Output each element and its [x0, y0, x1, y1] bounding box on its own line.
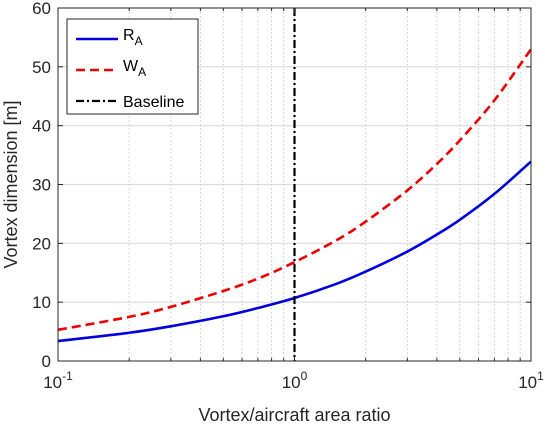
legend-label-w-a: WA — [123, 58, 146, 79]
legend-label-w-a-main: W — [123, 58, 139, 75]
y-tick-label: 20 — [32, 234, 51, 253]
series-line-r-a — [57, 160, 532, 343]
series-layer — [57, 8, 533, 361]
legend-box — [66, 18, 199, 115]
legend-label-r-a: RA — [123, 27, 143, 48]
legend: RA WA Baseline — [66, 18, 199, 115]
legend-label-r-a-sub: A — [135, 34, 143, 48]
legend-entry-w-a: WA — [76, 58, 146, 79]
x-tick-label: 10-1 — [43, 369, 73, 392]
y-tick-label: 10 — [32, 293, 51, 312]
y-tick-label: 0 — [42, 352, 51, 371]
legend-entry-r-a: RA — [76, 27, 143, 48]
legend-entry-baseline: Baseline — [76, 94, 184, 111]
x-tick-label: 100 — [282, 369, 308, 392]
y-tick-label: 50 — [32, 58, 51, 77]
y-axis-label: Vortex dimension [m] — [1, 100, 21, 268]
y-tick-label: 40 — [32, 117, 51, 136]
y-tick-label: 30 — [32, 176, 51, 195]
tick-labels: 0 10 20 30 40 50 60 10-1 100 101 — [32, 0, 544, 392]
legend-label-w-a-sub: A — [138, 65, 146, 79]
legend-label-r-a-main: R — [123, 27, 135, 44]
series-line-w-a — [57, 48, 533, 332]
x-tick-label: 101 — [518, 369, 544, 392]
x-axis-label: Vortex/aircraft area ratio — [198, 405, 390, 425]
ticks — [57, 7, 532, 362]
legend-label-baseline: Baseline — [123, 94, 184, 111]
y-tick-label: 60 — [32, 0, 51, 18]
